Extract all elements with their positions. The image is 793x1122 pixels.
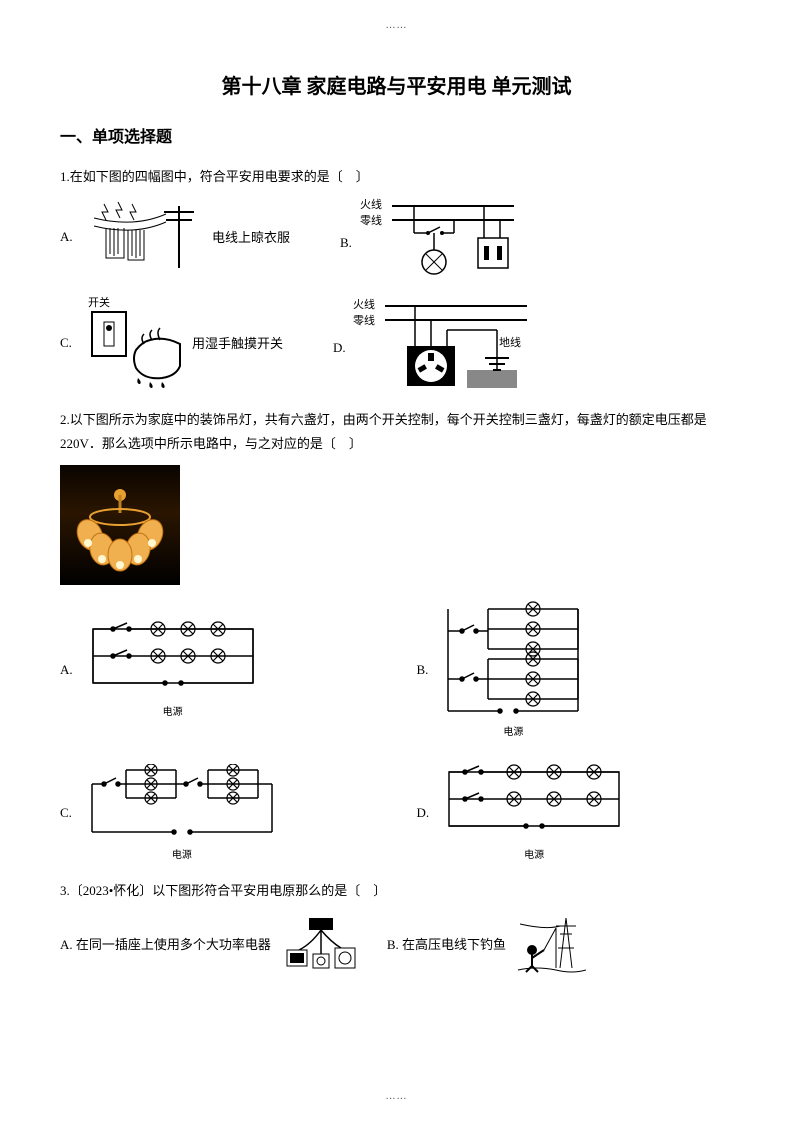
q2-b-source: 电源 [438, 723, 588, 738]
q2-d-label: D. [417, 805, 430, 821]
q1-opt-c: C. 开关 用湿手触摸开关 [60, 298, 283, 388]
q2-opt-c: C. [60, 764, 377, 861]
q3-a-text: A. 在同一插座上使用多个大功率电器 [60, 934, 271, 953]
q1-b-label: B. [340, 235, 356, 251]
q1-d-ground: 地线 [499, 334, 521, 350]
q2-a-label: A. [60, 662, 73, 678]
q2-options-grid: A. [60, 601, 733, 861]
q2-c-source: 电源 [82, 846, 282, 861]
q1-c-image: 开关 [84, 298, 184, 388]
q1-opt-d: D. 火线 零线 [333, 298, 527, 398]
header-dots: …… [386, 20, 408, 31]
q3-b-text: B. 在高压电线下钓鱼 [387, 934, 506, 953]
q1-d-zero: 零线 [353, 312, 375, 328]
q1-a-label: A. [60, 229, 76, 245]
q3-b-image [516, 914, 586, 974]
q2-photo [60, 465, 180, 585]
q1-b-image: 火线 零线 [364, 198, 514, 288]
q1-c-label: C. [60, 335, 76, 351]
q1-c-caption: 用湿手触摸开关 [192, 333, 283, 352]
footer-dots: …… [386, 1091, 408, 1102]
q2-opt-a: A. [60, 601, 377, 738]
q2-c-label: C. [60, 805, 72, 821]
q3-a-image [281, 914, 361, 974]
q1-d-image: 火线 零线 [357, 298, 527, 398]
q1-opt-b: B. 火线 零线 [340, 198, 514, 288]
q1-stem: 1.在如下图的四幅图中，符合平安用电要求的是〔 〕 [60, 165, 733, 190]
section-heading: 一、单项选择题 [60, 123, 733, 147]
q1-a-image [84, 198, 204, 276]
q2-b-label: B. [417, 662, 429, 678]
q1-row-cd: C. 开关 用湿手触摸开关 D. 火线 零线 [60, 298, 733, 398]
page-title: 第十八章 家庭电路与平安用电 单元测试 [60, 70, 733, 99]
q2-stem: 2.以下图所示为家庭中的装饰吊灯，共有六盏灯，由两个开关控制，每个开关控制三盏灯… [60, 408, 733, 457]
q1-b-zero: 零线 [360, 212, 382, 228]
q1-a-caption: 电线上晾衣服 [212, 227, 290, 246]
q1-d-fire: 火线 [353, 296, 375, 312]
q1-row-ab: A. 电线上晾衣服 [60, 198, 733, 288]
q2-a-source: 电源 [83, 703, 263, 718]
q2-opt-b: B. [417, 601, 734, 738]
q1-d-label: D. [333, 340, 349, 356]
q1-c-switch-label: 开关 [88, 294, 110, 310]
q1-b-fire: 火线 [360, 196, 382, 212]
q1-opt-a: A. 电线上晾衣服 [60, 198, 290, 276]
q3-row-ab: A. 在同一插座上使用多个大功率电器 B. 在高压电线下钓鱼 [60, 914, 733, 974]
q3-stem: 3.〔2023•怀化〕以下图形符合平安用电原那么的是〔 〕 [60, 879, 733, 904]
q2-opt-d: D. 电源 [417, 764, 734, 861]
q2-d-source: 电源 [439, 846, 629, 861]
